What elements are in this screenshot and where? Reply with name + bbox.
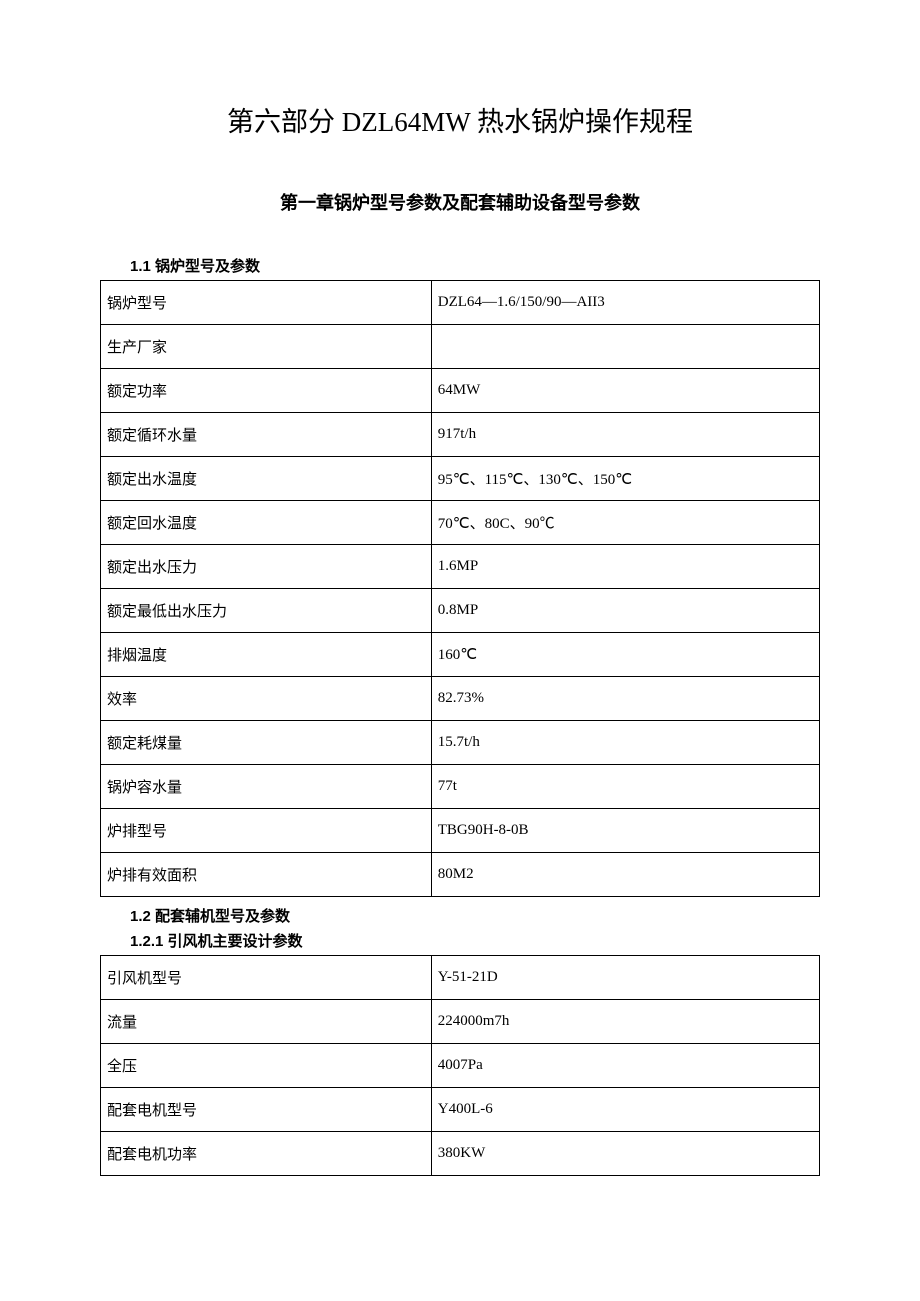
param-label: 锅炉型号 xyxy=(101,281,432,325)
chapter-title: 第一章锅炉型号参数及配套辅助设备型号参数 xyxy=(100,189,820,215)
table-row: 配套电机功率380KW xyxy=(101,1132,820,1176)
section-1-2-1-title: 1.2.1 引风机主要设计参数 xyxy=(130,930,820,951)
param-value: 380KW xyxy=(431,1132,819,1176)
table-row: 额定最低出水压力0.8MP xyxy=(101,589,820,633)
param-label: 炉排有效面积 xyxy=(101,853,432,897)
param-value: 0.8MP xyxy=(431,589,819,633)
section-1-2-title: 1.2 配套辅机型号及参数 xyxy=(130,905,820,926)
table-row: 额定出水温度95℃、115℃、130℃、150℃ xyxy=(101,457,820,501)
table-row: 额定耗煤量15.7t/h xyxy=(101,721,820,765)
param-value: 1.6MP xyxy=(431,545,819,589)
param-value: 224000m7h xyxy=(431,1000,819,1044)
param-value: 15.7t/h xyxy=(431,721,819,765)
param-label: 锅炉容水量 xyxy=(101,765,432,809)
boiler-params-table: 锅炉型号DZL64—1.6/150/90—AII3生产厂家额定功率64MW额定循… xyxy=(100,280,820,897)
param-value: Y400L-6 xyxy=(431,1088,819,1132)
param-label: 全压 xyxy=(101,1044,432,1088)
table-row: 引风机型号Y-51-21D xyxy=(101,956,820,1000)
param-label: 生产厂家 xyxy=(101,325,432,369)
param-label: 引风机型号 xyxy=(101,956,432,1000)
param-label: 配套电机型号 xyxy=(101,1088,432,1132)
fan-params-table: 引风机型号Y-51-21D流量224000m7h全压4007Pa配套电机型号Y4… xyxy=(100,955,820,1176)
param-label: 炉排型号 xyxy=(101,809,432,853)
param-value: 64MW xyxy=(431,369,819,413)
table-row: 额定循环水量917t/h xyxy=(101,413,820,457)
param-value: Y-51-21D xyxy=(431,956,819,1000)
table-row: 排烟温度160℃ xyxy=(101,633,820,677)
param-value: DZL64—1.6/150/90—AII3 xyxy=(431,281,819,325)
section-1-1-title: 1.1 锅炉型号及参数 xyxy=(130,255,820,276)
table-row: 额定出水压力1.6MP xyxy=(101,545,820,589)
table-row: 炉排有效面积80M2 xyxy=(101,853,820,897)
table-row: 炉排型号TBG90H-8-0B xyxy=(101,809,820,853)
param-value: TBG90H-8-0B xyxy=(431,809,819,853)
table-row: 配套电机型号Y400L-6 xyxy=(101,1088,820,1132)
param-label: 额定耗煤量 xyxy=(101,721,432,765)
param-value: 82.73% xyxy=(431,677,819,721)
param-label: 配套电机功率 xyxy=(101,1132,432,1176)
param-label: 额定出水压力 xyxy=(101,545,432,589)
param-label: 效率 xyxy=(101,677,432,721)
param-label: 额定出水温度 xyxy=(101,457,432,501)
param-value xyxy=(431,325,819,369)
param-label: 额定功率 xyxy=(101,369,432,413)
table-row: 效率82.73% xyxy=(101,677,820,721)
param-value: 70℃、80C、90℃ xyxy=(431,501,819,545)
param-value: 77t xyxy=(431,765,819,809)
param-label: 额定循环水量 xyxy=(101,413,432,457)
main-title: 第六部分 DZL64MW 热水锅炉操作规程 xyxy=(100,100,820,139)
param-label: 排烟温度 xyxy=(101,633,432,677)
table-row: 额定回水温度70℃、80C、90℃ xyxy=(101,501,820,545)
param-label: 流量 xyxy=(101,1000,432,1044)
table-row: 生产厂家 xyxy=(101,325,820,369)
param-value: 160℃ xyxy=(431,633,819,677)
table-row: 额定功率64MW xyxy=(101,369,820,413)
param-label: 额定最低出水压力 xyxy=(101,589,432,633)
table-row: 流量224000m7h xyxy=(101,1000,820,1044)
param-label: 额定回水温度 xyxy=(101,501,432,545)
param-value: 4007Pa xyxy=(431,1044,819,1088)
table-row: 锅炉容水量77t xyxy=(101,765,820,809)
param-value: 80M2 xyxy=(431,853,819,897)
param-value: 917t/h xyxy=(431,413,819,457)
param-value: 95℃、115℃、130℃、150℃ xyxy=(431,457,819,501)
table-row: 全压4007Pa xyxy=(101,1044,820,1088)
table-row: 锅炉型号DZL64—1.6/150/90—AII3 xyxy=(101,281,820,325)
